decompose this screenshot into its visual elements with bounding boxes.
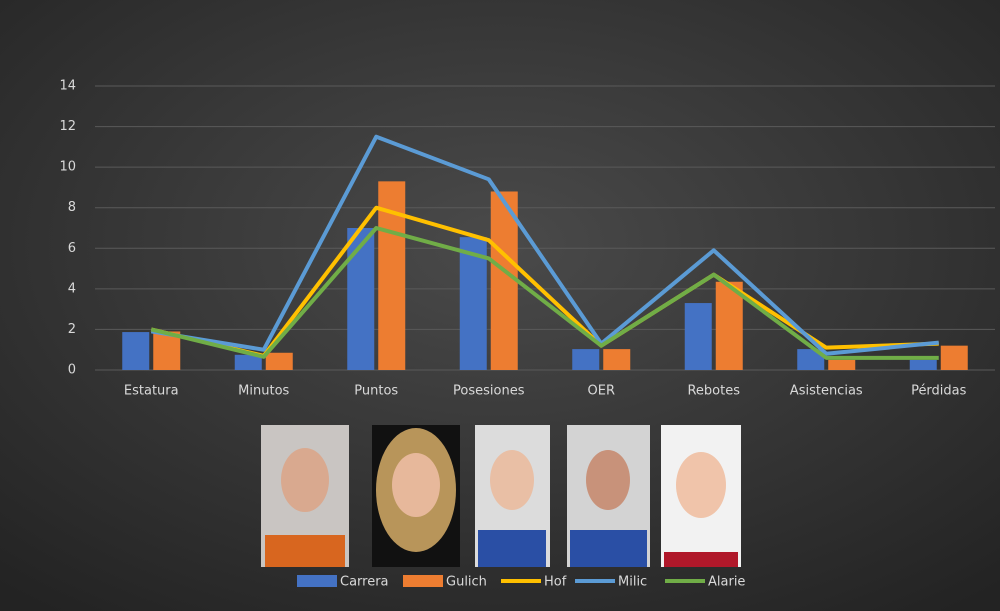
legend-label: Gulich [446,575,487,590]
legend-label: Milic [618,575,647,590]
x-tick-label: Posesiones [453,384,525,399]
face [586,450,630,510]
bar [153,331,181,370]
bar [940,345,968,370]
y-tick-label: 8 [68,200,76,215]
legend-label: Hof [544,575,567,590]
photos [261,425,741,567]
face [490,450,534,510]
line [150,226,939,360]
bar [122,332,150,370]
bar [715,281,743,370]
y-tick-label: 14 [59,79,76,94]
legend-label: Carrera [340,575,389,590]
bar [490,191,518,370]
face [281,448,329,512]
x-tick-label: OER [588,384,615,399]
bar [234,354,262,370]
jersey [265,535,345,567]
x-tick-label: Puntos [354,384,398,399]
jersey [664,552,738,567]
x-tick-label: Asistencias [790,384,863,399]
x-tick-label: Estatura [124,384,179,399]
bar [797,349,825,370]
face [676,452,726,518]
bar [572,349,600,370]
bar [909,359,937,370]
x-tick-label: Minutos [238,384,289,399]
y-tick-label: 0 [68,363,76,378]
bar [265,352,293,370]
jersey [570,530,647,567]
bar [603,349,631,370]
bar [347,228,375,370]
y-tick-label: 2 [68,322,76,337]
legend-swatch [403,575,443,587]
x-tick-label: Rebotes [687,384,740,399]
legend-swatch [297,575,337,587]
line [150,134,939,356]
bar [828,359,856,370]
face [392,453,440,517]
y-tick-label: 10 [59,160,76,175]
legend-label: Alarie [708,575,745,590]
y-tick-label: 6 [68,241,76,256]
y-tick-label: 12 [59,119,76,134]
bar [459,237,487,370]
x-tick-label: Pérdidas [911,384,967,399]
jersey [478,530,546,567]
bar [684,303,712,370]
y-tick-label: 4 [68,281,76,296]
